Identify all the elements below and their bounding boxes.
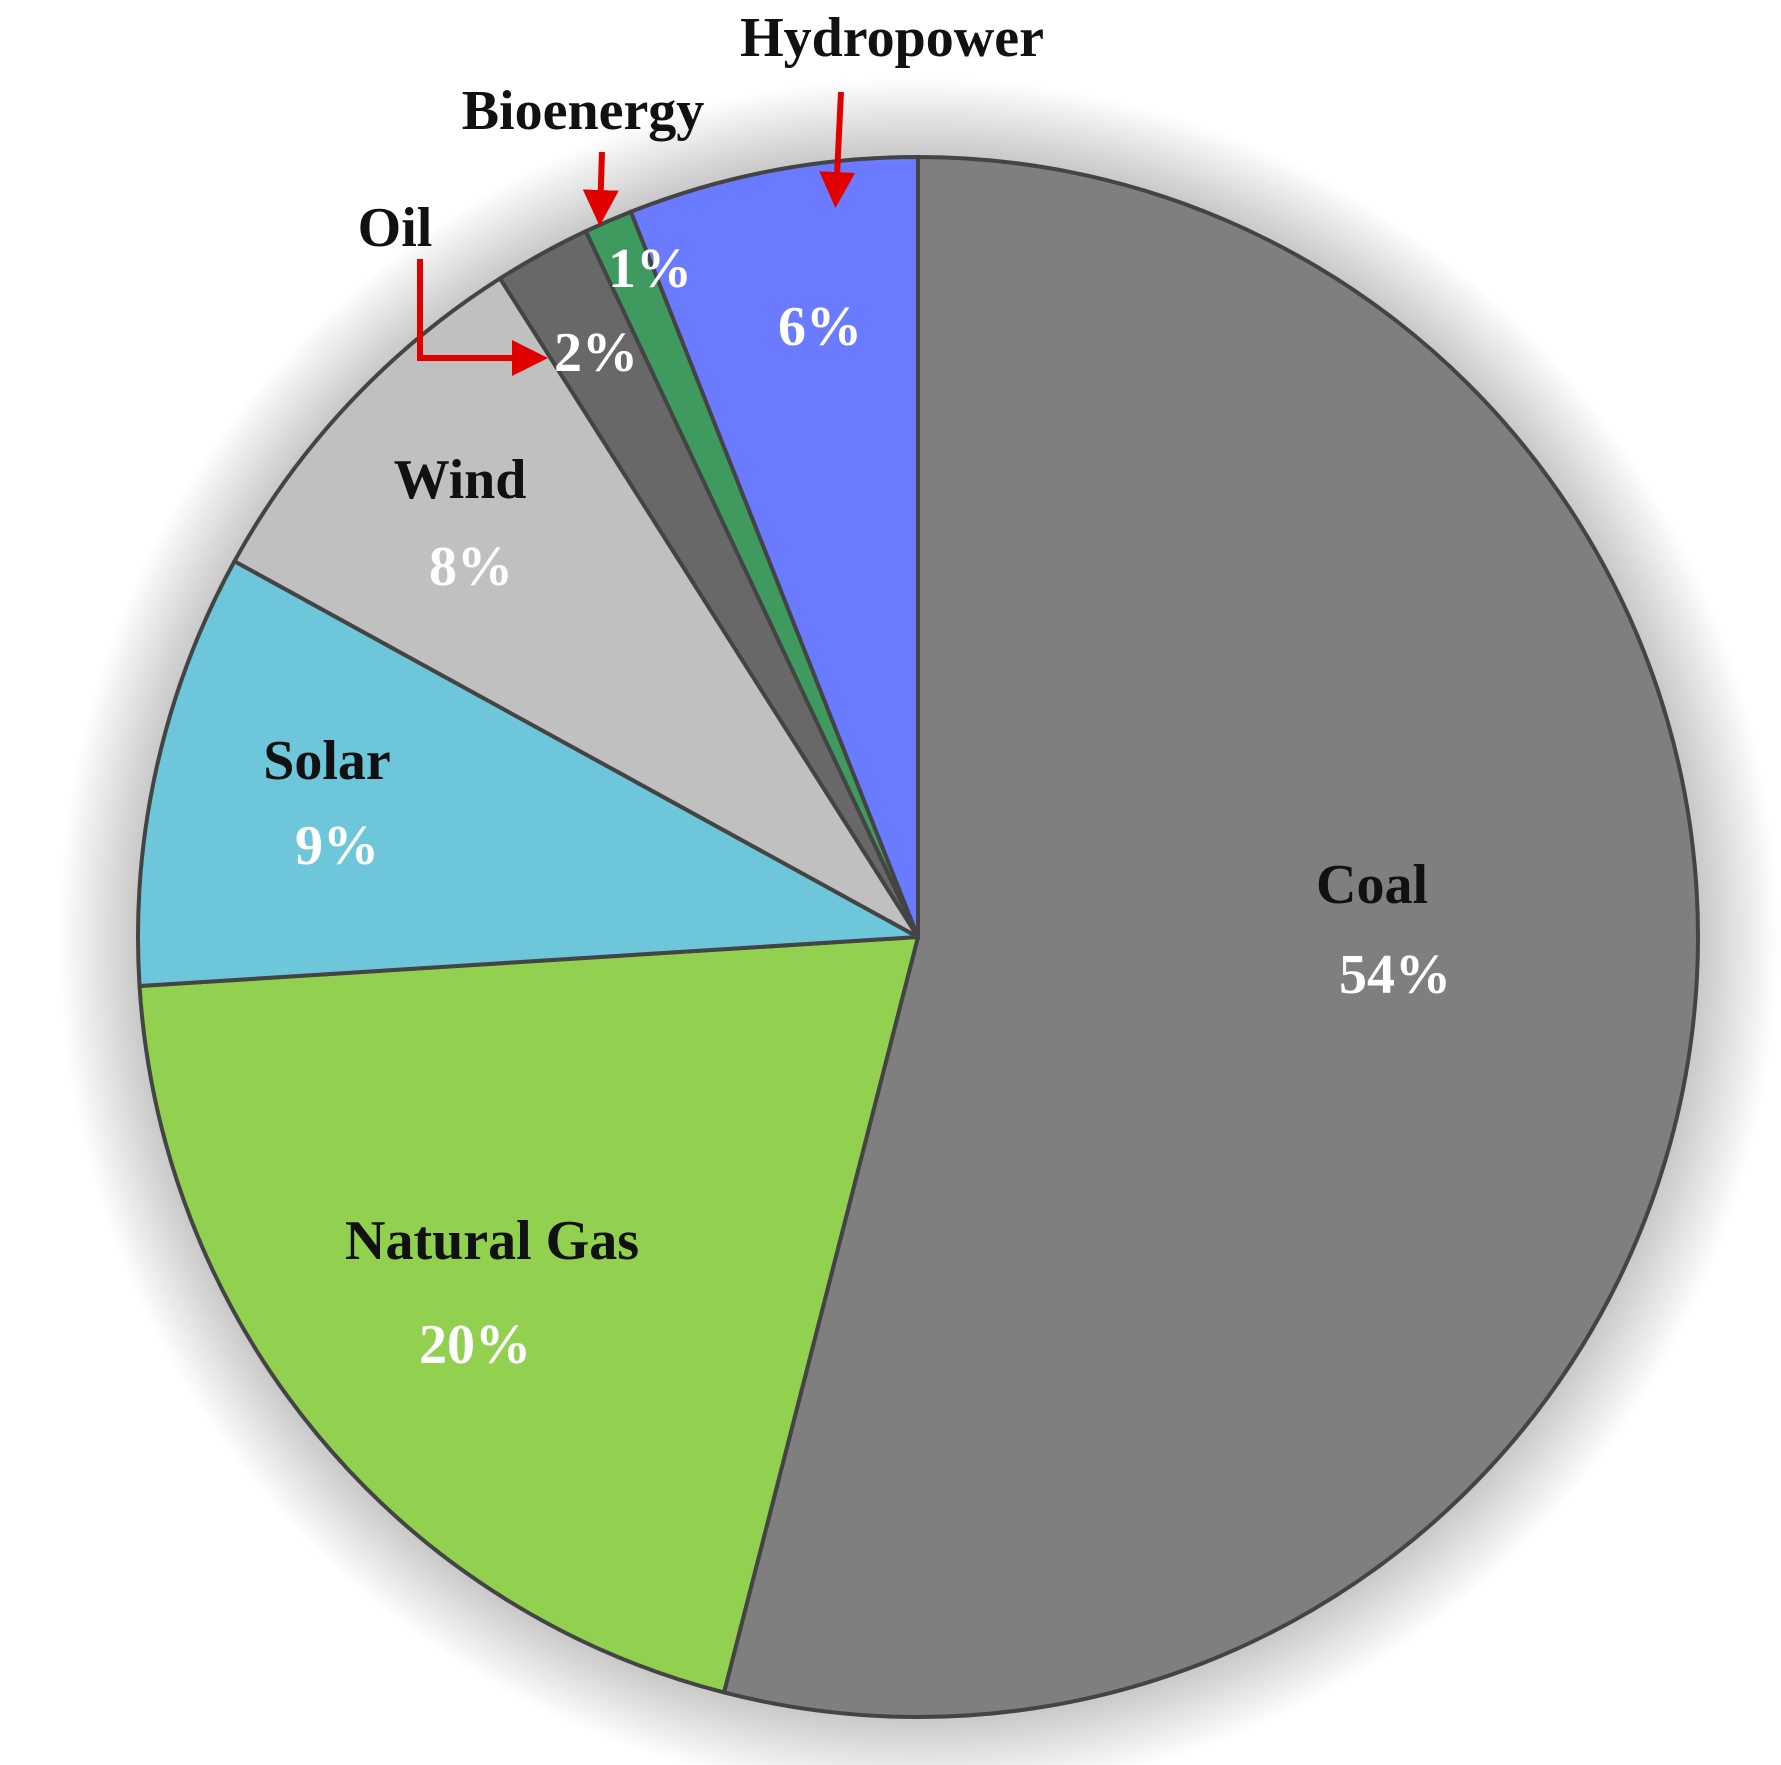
pie-slice — [136, 559, 920, 988]
pie-slice — [628, 155, 920, 939]
category-label: Wind — [394, 449, 527, 511]
category-label: Solar — [263, 730, 391, 792]
pie-slice — [722, 155, 1701, 1719]
value-label: 2% — [554, 322, 638, 384]
category-label: Bioenergy — [462, 80, 705, 142]
category-label: Natural Gas — [345, 1210, 639, 1272]
labels: Coal 54% Natural Gas 20% Solar 9% Wind 8% Oil 2% B… — [263, 7, 1451, 1376]
category-label: Oil — [358, 197, 433, 259]
value-label: 8% — [429, 536, 513, 598]
pie-slice — [137, 935, 920, 1695]
value-label: 20% — [419, 1314, 531, 1376]
category-label: Coal — [1316, 854, 1428, 916]
arrow — [582, 151, 619, 226]
value-label: 1% — [608, 238, 692, 300]
value-label: 54% — [1339, 944, 1451, 1006]
value-label: 6% — [778, 296, 862, 358]
slices — [136, 155, 1701, 1719]
arrow — [417, 259, 548, 376]
pie-slice — [232, 276, 920, 939]
arrows — [417, 91, 856, 376]
value-label: 9% — [295, 815, 379, 877]
arrow — [819, 91, 856, 208]
category-label: Hydropower — [740, 7, 1044, 69]
